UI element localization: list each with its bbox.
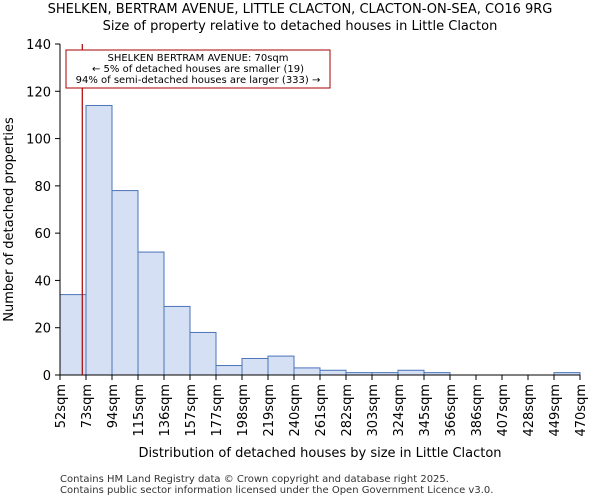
x-axis-label: Distribution of detached houses by size … — [138, 446, 501, 461]
y-tick-label: 80 — [34, 180, 51, 195]
x-tick-label: 303sqm — [366, 384, 381, 437]
histogram-bar — [215, 365, 243, 376]
x-tick-label: 94sqm — [106, 384, 121, 428]
x-tick-label: 157sqm — [184, 384, 199, 437]
annotation-line: 94% of semi-detached houses are larger (… — [76, 75, 321, 86]
x-tick-label: 115sqm — [132, 384, 147, 437]
histogram-bar — [111, 190, 139, 376]
x-tick-label: 366sqm — [444, 384, 459, 437]
x-tick-label: 449sqm — [548, 384, 563, 437]
histogram-bar — [137, 251, 165, 376]
x-tick-label: 470sqm — [574, 384, 589, 437]
x-tick-label: 177sqm — [210, 384, 225, 437]
chart-title-address: SHELKEN, BERTRAM AVENUE, LITTLE CLACTON,… — [47, 2, 553, 17]
x-tick-label: 282sqm — [340, 384, 355, 437]
x-tick-label: 261sqm — [314, 384, 329, 437]
marker-layer: SHELKEN BERTRAM AVENUE: 70sqm← 5% of det… — [65, 44, 331, 375]
x-tick-label: 219sqm — [262, 384, 277, 437]
y-tick-label: 140 — [26, 38, 51, 53]
histogram-bar — [397, 369, 425, 376]
footer-licence: Contains public sector information licen… — [60, 485, 494, 496]
annotation-line: ← 5% of detached houses are smaller (19) — [92, 64, 304, 75]
y-tick-label: 60 — [34, 227, 51, 242]
annotation-line: SHELKEN BERTRAM AVENUE: 70sqm — [107, 53, 288, 64]
histogram-bar — [85, 104, 113, 376]
y-tick-label: 20 — [34, 322, 51, 337]
x-tick-label: 52sqm — [54, 384, 69, 428]
x-tick-label: 73sqm — [80, 384, 95, 428]
bars-layer — [59, 104, 581, 376]
y-tick-label: 100 — [26, 133, 51, 148]
x-tick-label: 198sqm — [236, 384, 251, 437]
histogram-bar — [59, 294, 87, 376]
histogram-bar — [319, 369, 347, 376]
x-tick-label: 240sqm — [288, 384, 303, 437]
histogram-bar — [293, 367, 321, 376]
footer-copyright: Contains HM Land Registry data © Crown c… — [60, 474, 449, 485]
y-axis-label: Number of detached properties — [2, 117, 17, 322]
x-tick-label: 345sqm — [418, 384, 433, 437]
x-tick-label: 136sqm — [158, 384, 173, 437]
chart-title: Size of property relative to detached ho… — [102, 19, 498, 34]
histogram-bar — [267, 355, 295, 376]
x-tick-label: 386sqm — [470, 384, 485, 437]
y-tick-label: 0 — [43, 369, 51, 384]
axes-layer: 0 20 40 60 80 100 120 140 52sqm 73sqm 94sqm 115sqm 1… — [26, 38, 589, 437]
histogram-bar — [241, 357, 269, 376]
x-tick-label: 428sqm — [522, 384, 537, 437]
y-tick-label: 120 — [26, 85, 51, 100]
histogram-bar — [189, 331, 217, 376]
annotation-box — [65, 49, 331, 89]
x-tick-label: 324sqm — [392, 384, 407, 437]
histogram-bar — [163, 305, 191, 376]
x-tick-label: 407sqm — [496, 384, 511, 437]
y-tick-label: 40 — [34, 274, 51, 289]
